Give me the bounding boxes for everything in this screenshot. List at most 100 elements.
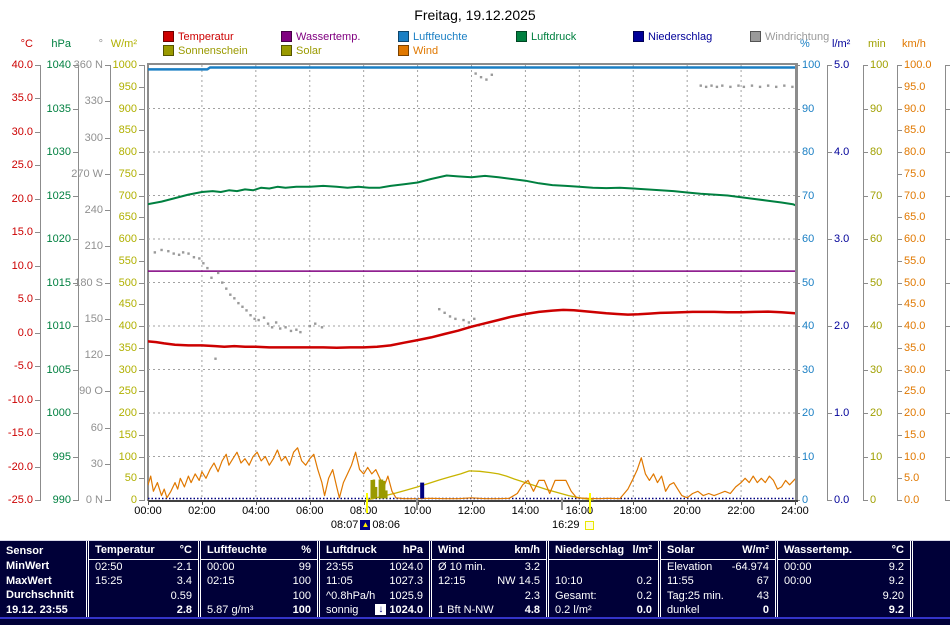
- cell-value: 3.4: [177, 575, 192, 587]
- table-row: 1 Bft N-NW 4.8: [432, 603, 546, 617]
- solar-axis-tick-label: 900: [118, 102, 137, 115]
- pressure-axis-tick: [73, 195, 78, 197]
- windspeed-axis-tick-label: 50.0: [904, 276, 926, 289]
- wind-direction-axis-tick-label: 120: [84, 349, 103, 361]
- temperature-axis-tick: [35, 165, 40, 167]
- windspeed-axis-tick: [897, 217, 902, 219]
- solar-axis-tick-label: 150: [118, 428, 137, 441]
- scatter-point-windrichtung: [262, 316, 266, 319]
- cell-value: 0.0: [637, 604, 652, 616]
- x-tick-mark: [741, 501, 743, 505]
- legend-item-sonnenschein: Sonnenschein: [163, 45, 248, 57]
- temperature-axis-tick-label: -25.0: [7, 494, 33, 506]
- pressure-axis-unit: hPa: [51, 38, 71, 50]
- column-title: Wassertemp.: [784, 544, 853, 557]
- scatter-point-windrichtung: [245, 309, 248, 312]
- plot-border-bottom: [148, 500, 798, 502]
- column-unit: °C: [891, 544, 904, 557]
- table-bottom-divider: [0, 617, 950, 619]
- wind-direction-axis-tick: [105, 500, 110, 501]
- windspeed-axis-unit: km/h: [902, 38, 926, 50]
- cell-value-text: 0.2: [636, 589, 652, 602]
- solar-axis-tick: [139, 282, 144, 284]
- x-tick-label: 24:00: [781, 505, 809, 517]
- windspeed-axis-tick: [897, 86, 902, 88]
- column-title: Luftdruck: [326, 544, 377, 557]
- cell-value-text: 67: [756, 575, 769, 588]
- temperature-axis-tick: [35, 265, 40, 267]
- scatter-point-windrichtung: [443, 311, 446, 315]
- sunshine-axis-tick-label: 50: [870, 276, 883, 289]
- windspeed-axis-tick: [897, 65, 902, 66]
- scatter-point-windrichtung: [274, 321, 278, 324]
- table-row: 2.8: [89, 603, 198, 617]
- solar-axis-line: [144, 65, 145, 501]
- sunshine-axis-tick-label: 80: [870, 146, 883, 158]
- windspeed-axis-tick: [897, 173, 902, 175]
- table-end-spacer: [910, 541, 950, 617]
- cell-value-text: 0.59: [170, 589, 192, 602]
- windspeed-axis-tick-label: 100.0: [904, 59, 932, 71]
- sunrise-info: 08:07 ▲ 08:06: [331, 519, 400, 531]
- legend-item-wassertemp: Wassertemp.: [281, 30, 361, 43]
- temperature-axis-tick-label: 5.0: [17, 293, 33, 306]
- solar-axis-tick-label: 400: [118, 320, 137, 332]
- temperature-axis-tick-label: 40.0: [11, 59, 33, 71]
- wind-direction-axis-tick: [105, 101, 110, 103]
- table-row: 12:15 NW 14.5: [432, 574, 546, 588]
- table-column-header: Solar W/m²: [661, 541, 775, 560]
- solar-axis-tick-label: 850: [118, 124, 137, 137]
- wind-direction-axis-tick-label: 60: [90, 421, 103, 434]
- wind-direction-axis-tick: [105, 355, 110, 356]
- temperature-axis-tick: [35, 98, 40, 100]
- scatter-point-windrichtung: [742, 85, 746, 89]
- clipped-edge-axis-tick: [945, 456, 950, 458]
- cell-value-text: 1024.0: [389, 560, 423, 573]
- temperature-axis-tick-label: 15.0: [11, 226, 33, 239]
- cell-value: 67: [757, 575, 769, 587]
- x-tick-mark: [633, 501, 635, 505]
- luftfeuchte-swatch: [398, 31, 409, 42]
- scatter-point-windrichtung: [783, 84, 786, 87]
- legend-label: Wind: [413, 44, 439, 57]
- table-column-header: Temperatur °C: [89, 541, 198, 560]
- wind-direction-axis-tick: [105, 137, 110, 139]
- wind-direction-axis-tick: [105, 65, 110, 66]
- wind-direction-axis-tick-label: 330: [84, 95, 103, 108]
- table-row: [549, 560, 658, 574]
- cell-value: 1025.9: [389, 590, 423, 602]
- rain-axis-tick-label: 1.0: [834, 407, 850, 419]
- rain-axis-line: [827, 65, 828, 501]
- cell-value: -64.974: [732, 561, 769, 573]
- cell-label: 11:05: [326, 575, 353, 588]
- cell-value: 9.20: [883, 590, 904, 602]
- clipped-edge-axis-tick: [945, 326, 950, 327]
- sonnenschein-swatch: [163, 45, 174, 56]
- pressure-axis-tick: [73, 326, 78, 327]
- table-row: 15:25 3.4: [89, 574, 198, 588]
- cell-value: 0.2: [637, 575, 652, 587]
- pressure-axis-tick: [73, 413, 78, 414]
- solar-axis-tick: [139, 391, 144, 393]
- cell-value: 99: [299, 561, 311, 573]
- sunshine-axis-tick-label: 20: [870, 407, 883, 419]
- x-tick-label: 12:00: [457, 505, 486, 517]
- table-column-header: Niederschlag l/m²: [549, 541, 658, 560]
- solar-axis-tick: [139, 326, 144, 327]
- x-tick-label: 00:00: [134, 505, 162, 517]
- windspeed-axis-tick: [897, 108, 902, 110]
- column-title: Temperatur: [95, 544, 155, 557]
- legend-label: Niederschlag: [648, 30, 713, 43]
- pressure-axis-tick-label: 995: [52, 450, 71, 463]
- sunshine-axis-tick: [863, 500, 868, 501]
- scatter-point-windrichtung: [257, 318, 260, 322]
- cell-label: 02:50: [95, 560, 123, 573]
- humidity-axis-tick-label: 100: [802, 59, 821, 71]
- legend-label: Wassertemp.: [296, 30, 361, 43]
- cell-label: 19.12. 23:55: [6, 603, 68, 616]
- cell-value: 0.59: [171, 590, 192, 602]
- windspeed-axis-tick: [897, 260, 902, 262]
- bar-sonnenschein: [380, 479, 384, 499]
- legend-item-luftfeuchte: Luftfeuchte: [398, 31, 467, 43]
